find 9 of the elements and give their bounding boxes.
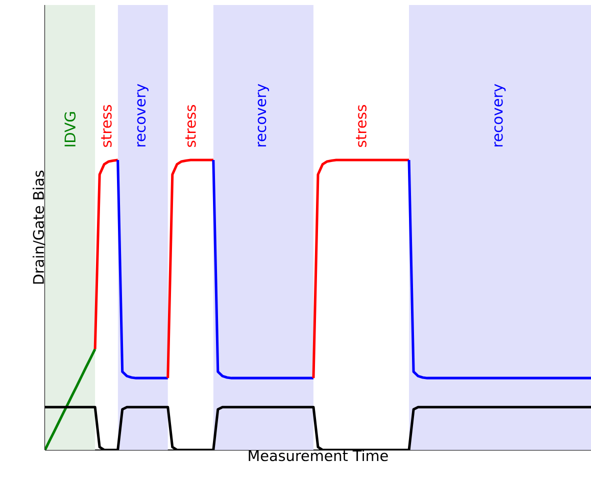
text: stress xyxy=(185,105,196,147)
text: recovery xyxy=(137,84,148,146)
text: IDVG xyxy=(64,112,76,146)
text: recovery xyxy=(494,84,506,146)
text: recovery xyxy=(258,84,270,146)
text: stress xyxy=(356,105,366,147)
text: stress xyxy=(101,105,112,147)
x-axis-title: Measurement Time xyxy=(248,450,388,462)
y-axis-title: Drain/Gate Bias xyxy=(32,170,46,284)
